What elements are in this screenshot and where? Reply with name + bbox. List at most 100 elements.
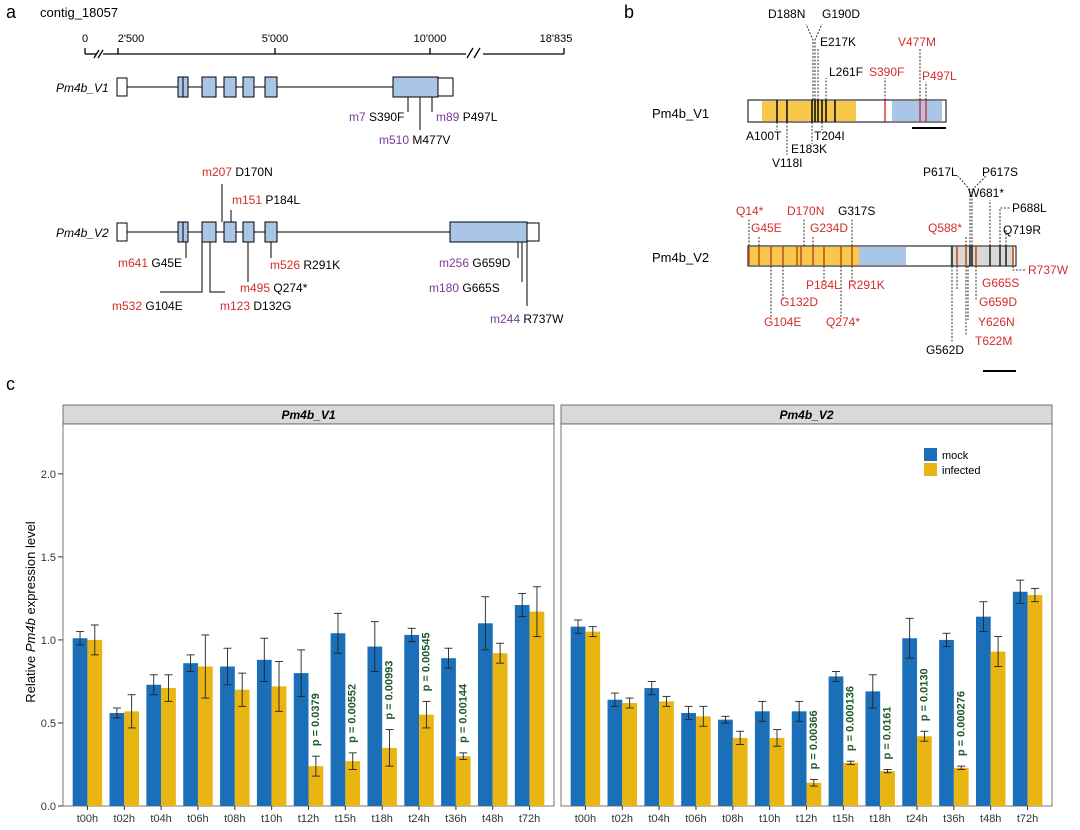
bar-mock-t04h (644, 688, 660, 806)
x-tick-label: t48h (980, 813, 1001, 825)
pvalue-t36h: p = 0.000276 (955, 691, 967, 756)
b-v2-G317S: G317S (838, 204, 875, 218)
b-v1-E217K: E217K (820, 35, 856, 49)
pvalue-t12h: p = 0.00366 (808, 710, 820, 769)
mut-v2-m151: m151 P184L (232, 193, 300, 207)
bar-infected-t18h (382, 747, 397, 806)
bar-mock-t08h (718, 719, 733, 806)
b-v1-T204I: T204I (814, 129, 845, 143)
bar-mock-t18h (367, 646, 383, 806)
b-v1-D188N: D188N (768, 7, 805, 21)
panel-a-letter: a (6, 2, 17, 22)
bar-infected-t06h (695, 716, 711, 806)
b-v2-G659D: G659D (979, 295, 1017, 309)
scale-label-0: 0 (82, 33, 88, 45)
b-v2-R737W: R737W (1028, 263, 1069, 277)
legend-infected-swatch (924, 463, 937, 476)
legend-mock-label: mock (942, 450, 969, 462)
legend-infected-label: infected (942, 465, 981, 477)
mut-v2-m207: m207 D170N (202, 165, 273, 179)
scale-label-18835: 18'835 (540, 33, 573, 45)
bar-infected-t08h (732, 737, 748, 806)
bar-infected-t00h (585, 631, 601, 806)
protein-v2-label: Pm4b_V2 (652, 250, 709, 265)
bar-infected-t36h (455, 756, 471, 806)
b-v2-G562D: G562D (926, 343, 964, 357)
b-v1-V118I: V118I (772, 156, 802, 170)
b-v2-W681: W681* (968, 186, 1004, 200)
b-v2-G665S: G665S (982, 276, 1019, 290)
panel-b-letter: b (624, 2, 634, 22)
bar-mock-t02h (109, 712, 125, 806)
pvalue-t36h: p = 0.00144 (457, 683, 469, 743)
facet-Pm4b_V2: Pm4b_V2 t00h t02h t04h t06h t08h t10h t12h t15h t… (560, 404, 1053, 825)
legend: mock infected (924, 448, 981, 477)
y-tick-label: 2.0 (41, 469, 56, 481)
bar-infected-t06h (197, 666, 213, 806)
bar-infected-t24h (917, 736, 932, 806)
bar-mock-t48h (975, 616, 991, 806)
pvalue-t24h: p = 0.00545 (420, 632, 432, 691)
x-tick-label: t10h (261, 813, 282, 825)
bar-mock-t10h (754, 711, 770, 806)
pvalue-t15h: p = 0.00552 (347, 684, 359, 743)
b-v1-L261F: L261F (829, 65, 863, 79)
y-tick-label: 1.5 (41, 552, 56, 564)
bar-infected-t15h (843, 762, 859, 806)
x-tick-label: t06h (187, 813, 208, 825)
gene-v1-model (116, 76, 454, 130)
bar-mock-t72h (1012, 591, 1028, 806)
bar-infected-t04h (659, 701, 674, 806)
bar-mock-t24h (404, 634, 420, 806)
x-tick-label: t18h (869, 813, 890, 825)
scale-label-10000: 10'000 (414, 33, 447, 45)
b-v2-G45E: G45E (751, 221, 782, 235)
bar-infected-t10h (271, 686, 287, 806)
bar-mock-t08h (220, 666, 235, 806)
x-tick-label: t72h (519, 813, 540, 825)
mut-v1-m510: m510 M477V (379, 133, 450, 147)
x-tick-label: t48h (482, 813, 503, 825)
y-axis: 0.0 0.5 1.0 1.5 2.0 (41, 469, 63, 813)
bar-infected-t48h (990, 651, 1006, 806)
b-v2-Y626N: Y626N (978, 315, 1015, 329)
scale-bar (84, 47, 565, 59)
bar-infected-t24h (419, 714, 434, 806)
mut-v2-m532: m532 G104E (112, 299, 183, 313)
gene-v1-label: Pm4b_V1 (56, 81, 109, 95)
bar-infected-t02h (622, 703, 638, 806)
mut-v2-m641: m641 G45E (118, 256, 182, 270)
mut-v1-m7: m7 S390F (349, 110, 404, 124)
gene-v2-model (116, 184, 540, 306)
b-v2-P617S: P617S (982, 165, 1018, 179)
b-v2-R291K: R291K (848, 278, 885, 292)
x-tick-label: t00h (575, 813, 596, 825)
bar-mock-t36h (939, 639, 954, 806)
y-tick-label: 0.0 (41, 801, 56, 813)
protein-v1-label: Pm4b_V1 (652, 106, 709, 121)
panel-a: a contig_18057 0 2'500 5'000 10'000 18'8… (6, 2, 572, 326)
b-v1-E183K: E183K (791, 142, 827, 156)
b-v1-S390F: S390F (869, 65, 904, 79)
bar-infected-t72h (529, 611, 545, 806)
x-tick-label: t15h (335, 813, 356, 825)
panel-c-letter: c (6, 374, 15, 394)
mut-v2-m180: m180 G665S (429, 281, 500, 295)
bar-infected-t00h (87, 639, 103, 806)
facet-Pm4b_V1: Pm4b_V1 t00h t02h t04h t06h t08h t10h t12h t15h t… (62, 404, 555, 825)
b-v2-G104E: G104E (764, 315, 801, 329)
x-tick-label: t02h (114, 813, 135, 825)
y-tick-label: 1.0 (41, 635, 56, 647)
contig-title: contig_18057 (40, 5, 118, 20)
pvalue-t24h: p = 0.0130 (918, 668, 930, 721)
panel-c: c Relative Pm4b expression level 0.0 0.5 1… (6, 374, 1053, 825)
pvalue-t12h: p = 0.0379 (310, 693, 322, 746)
y-tick-label: 0.5 (41, 718, 56, 730)
bar-mock-t06h (681, 712, 696, 806)
b-v2-D170N: D170N (787, 204, 824, 218)
x-tick-label: t18h (371, 813, 392, 825)
mut-v2-m526: m526 R291K (270, 258, 340, 272)
facet-title: Pm4b_V2 (779, 408, 833, 422)
legend-mock-swatch (924, 448, 937, 461)
